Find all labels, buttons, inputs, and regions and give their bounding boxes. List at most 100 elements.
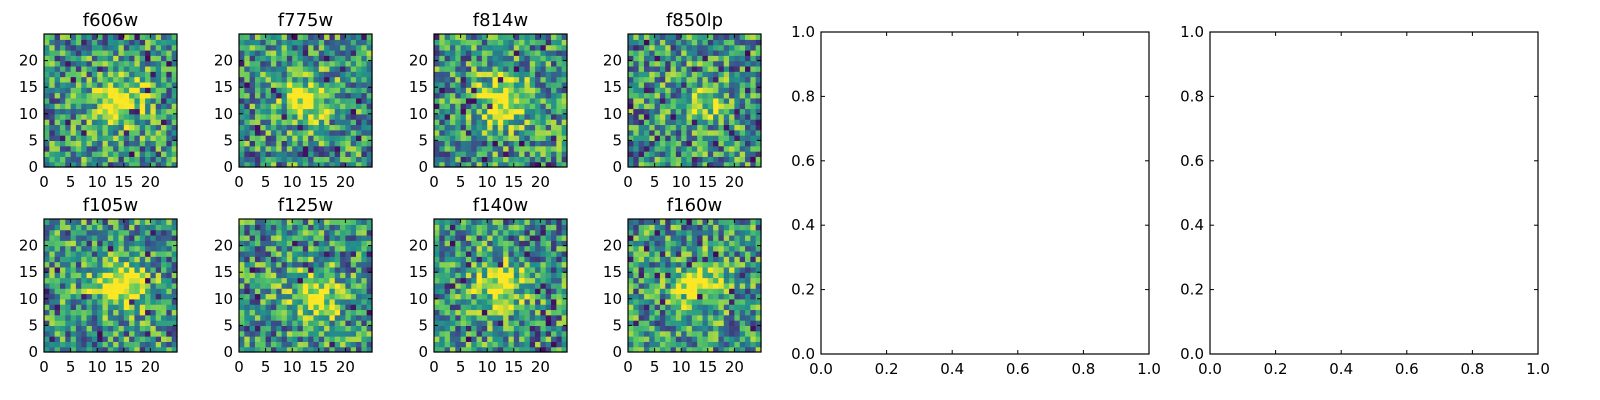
heatmap-cell <box>513 161 520 168</box>
heatmap-cell <box>297 49 304 56</box>
heatmap-cells <box>434 219 568 353</box>
heatmap-cell <box>718 341 725 348</box>
heatmap-cell <box>59 145 66 152</box>
heatmap-cell <box>254 240 261 247</box>
heatmap-cell <box>270 272 277 279</box>
heatmap-cell <box>155 60 162 67</box>
heatmap-cell <box>755 282 762 289</box>
heatmap-cell <box>329 346 336 353</box>
heatmap-cell <box>75 293 82 300</box>
heatmap-cell <box>254 330 261 337</box>
heatmap-cell <box>707 320 714 326</box>
heatmap-cell <box>561 282 568 289</box>
heatmap-cell <box>686 108 693 115</box>
heatmap-cell <box>49 245 56 252</box>
heatmap-cell <box>329 304 336 311</box>
heatmap-cell <box>529 124 536 131</box>
heatmap-cell <box>134 277 141 284</box>
heatmap-cell <box>356 261 362 268</box>
heatmap-cell <box>239 224 245 231</box>
heatmap-cell <box>681 325 688 332</box>
heatmap-cell <box>302 256 309 263</box>
heatmap-cell <box>286 97 293 104</box>
heatmap-cell <box>455 55 462 62</box>
heatmap-cell <box>643 135 650 141</box>
heatmap-cell <box>123 87 130 94</box>
heatmap-cell <box>513 234 520 241</box>
heatmap-cell <box>118 60 125 67</box>
heatmap-cell <box>270 60 277 67</box>
heatmap-cell <box>681 119 688 126</box>
heatmap-cell <box>239 298 245 305</box>
heatmap-cell <box>123 314 130 321</box>
heatmap-cell <box>702 103 709 110</box>
heatmap-cell <box>508 314 515 321</box>
heatmap-cell <box>292 325 299 332</box>
heatmap-cell <box>561 92 568 99</box>
heatmap-cell <box>476 135 483 141</box>
heatmap-cell <box>487 97 494 104</box>
heatmap-cell <box>97 336 104 342</box>
heatmap-cell <box>54 314 61 321</box>
heatmap-cell <box>659 298 666 305</box>
heatmap-cell <box>134 151 141 157</box>
heatmap-cell <box>487 103 494 110</box>
heatmap-cell <box>481 55 488 62</box>
heatmap-cell <box>524 266 531 273</box>
heatmap-cell <box>361 224 368 231</box>
heatmap-cell <box>476 65 483 72</box>
heatmap-cell <box>334 234 341 241</box>
heatmap-cell <box>492 34 499 40</box>
heatmap-cell <box>471 124 478 131</box>
heatmap-cell <box>449 71 456 78</box>
heatmap-cell <box>434 266 440 273</box>
heatmap-cell <box>113 97 120 104</box>
heatmap-cell <box>503 140 510 147</box>
heatmap-cell <box>739 346 746 353</box>
heatmap-cell <box>302 277 309 284</box>
heatmap-cell <box>739 282 746 289</box>
heatmap-cell <box>540 330 547 337</box>
heatmap-cell <box>118 320 125 326</box>
heatmap-cell <box>561 34 568 40</box>
heatmap-cell <box>361 341 368 348</box>
heatmap-cell <box>503 266 510 273</box>
heatmap-cell <box>524 108 531 115</box>
heatmap-cell <box>524 60 531 67</box>
heatmap-cell <box>107 103 114 110</box>
heatmap-cell <box>118 81 125 88</box>
heatmap-cell <box>134 293 141 300</box>
heatmap-cell <box>718 272 725 279</box>
heatmap-cell <box>166 293 173 300</box>
heatmap-cell <box>503 330 510 337</box>
heatmap-cell <box>675 124 682 131</box>
heatmap-cell <box>455 341 462 348</box>
heatmap-cell <box>65 304 72 311</box>
heatmap-cell <box>270 240 277 247</box>
heatmap-cell <box>702 55 709 62</box>
heatmap-cell <box>244 39 251 46</box>
heatmap-cell <box>551 314 557 321</box>
heatmap-cell <box>113 151 120 157</box>
heatmap-cell <box>444 240 451 247</box>
heatmap-cell <box>681 140 688 147</box>
heatmap-cell <box>366 81 373 88</box>
heatmap-cell <box>54 293 61 300</box>
heatmap-cell <box>508 272 515 279</box>
heatmap-cell <box>129 298 136 305</box>
heatmap-cell <box>681 161 688 168</box>
axes-frame <box>238 218 373 353</box>
heatmap-cell <box>276 103 283 110</box>
heatmap-cell <box>123 113 130 120</box>
heatmap-cell <box>91 346 98 353</box>
heatmap-cell <box>508 293 515 300</box>
heatmap-cell <box>286 293 293 300</box>
heatmap-cell <box>249 81 256 88</box>
heatmap-cell <box>123 245 130 252</box>
heatmap-cell <box>334 277 341 284</box>
heatmap-cell <box>628 103 634 110</box>
heatmap-cell <box>265 288 272 295</box>
heatmap-cell <box>102 325 109 332</box>
heatmap-cell <box>313 113 320 120</box>
heatmap-cell <box>734 298 741 305</box>
